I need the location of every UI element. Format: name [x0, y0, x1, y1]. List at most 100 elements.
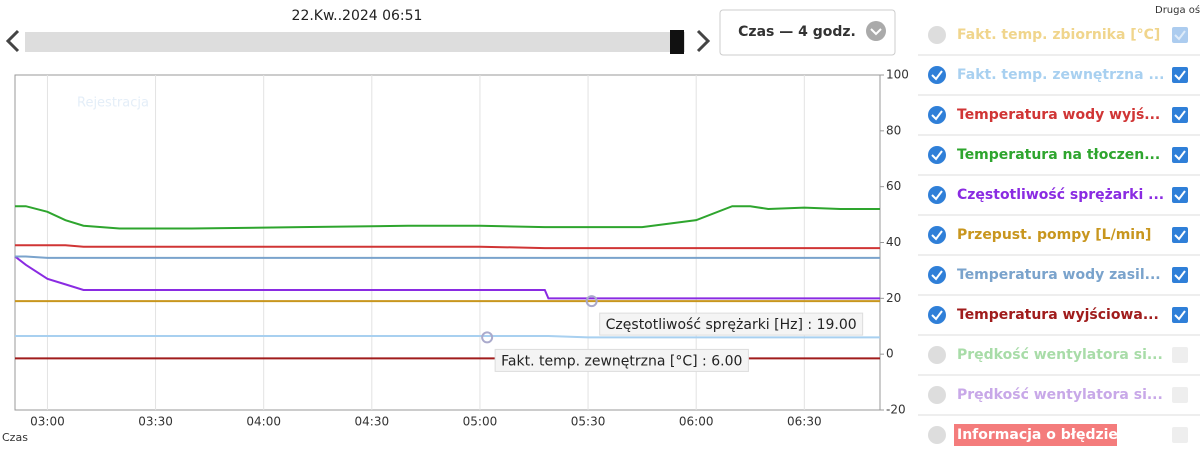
x-axis-label: Czas: [2, 431, 28, 444]
legend-label: Temperatura na tłoczen...: [957, 147, 1160, 163]
legend-item[interactable]: Temperatura wody wyjś...: [928, 106, 1188, 124]
legend-label: Prędkość wentylatora si...: [957, 387, 1163, 403]
legend-item[interactable]: Przepust. pompy [L/min]: [928, 226, 1188, 244]
legend-item[interactable]: Temperatura wody zasil...: [928, 266, 1188, 284]
second-axis-checkbox: [1172, 147, 1188, 163]
series-line: [14, 255, 880, 300]
tooltip-text: Częstotliwość sprężarki [Hz] : 19.00: [606, 317, 857, 333]
second-axis-checkbox: [1172, 187, 1188, 203]
legend-item[interactable]: Prędkość wentylatora si...: [928, 386, 1188, 404]
y-tick-label: 20: [886, 291, 901, 305]
legend-item[interactable]: Temperatura wyjściowa...: [928, 306, 1188, 324]
y-tick-label: 100: [886, 68, 909, 82]
range-label: Czas — 4 godz.: [738, 24, 856, 40]
second-axis-checkbox: [1172, 387, 1188, 403]
series-line: [15, 335, 880, 339]
visibility-toggle: [928, 66, 946, 84]
y-tick-label: -20: [886, 403, 906, 417]
tooltip-box: [494, 348, 749, 372]
x-tick-label: 04:30: [355, 415, 390, 429]
next-arrow[interactable]: [696, 29, 711, 53]
legend-label: Temperatura wody zasil...: [957, 267, 1161, 283]
visibility-toggle: [928, 346, 946, 364]
x-tick-label: 06:00: [679, 415, 714, 429]
visibility-toggle: [928, 26, 946, 44]
timestamp: 22.Kw..2024 06:51: [292, 8, 423, 24]
series-line: [15, 205, 880, 230]
check-icon: [931, 270, 943, 281]
legend-item[interactable]: Fakt. temp. zewnętrzna ...: [928, 66, 1188, 84]
visibility-toggle: [928, 226, 946, 244]
visibility-toggle: [928, 426, 946, 444]
label-background: [954, 424, 1117, 446]
series-line: [15, 244, 880, 250]
checkbox-check: [1174, 110, 1186, 121]
legend-label: Temperatura wyjściowa...: [957, 307, 1159, 323]
visibility-toggle: [928, 146, 946, 164]
legend-item[interactable]: Temperatura na tłoczen...: [928, 146, 1188, 164]
x-tick-label: 05:00: [463, 415, 498, 429]
tooltip: Fakt. temp. zewnętrzna [°C] : 6.00: [494, 348, 749, 372]
y-tick-label: 80: [886, 123, 901, 137]
time-slider[interactable]: [25, 32, 685, 52]
check-icon: [931, 110, 943, 121]
x-tick-label: 03:00: [30, 415, 65, 429]
y-tick-label: 0: [886, 347, 894, 361]
legend-item[interactable]: Częstotliwość sprężarki ...: [928, 186, 1188, 204]
range-dropdown[interactable]: [719, 9, 896, 56]
checkbox-check: [1174, 150, 1186, 161]
tooltip-marker: [481, 331, 494, 344]
checkbox-check: [1174, 310, 1186, 321]
legend-label: Informacja o błędzie: [957, 427, 1118, 443]
second-axis-checkbox: [1172, 267, 1188, 283]
visibility-toggle: [928, 266, 946, 284]
second-axis-header: Druga oś: [1155, 4, 1200, 16]
check-icon: [931, 150, 943, 161]
second-axis-checkbox: [1172, 347, 1188, 363]
tooltip-box: [599, 312, 864, 336]
plot-frame: [14, 74, 881, 411]
legend-label: Częstotliwość sprężarki ...: [957, 187, 1164, 203]
watermark: Rejestracja: [77, 96, 149, 111]
legend-label: Temperatura wody wyjś...: [957, 107, 1160, 123]
x-tick-label: 06:30: [787, 415, 822, 429]
visibility-toggle: [928, 106, 946, 124]
second-axis-checkbox: [1172, 107, 1188, 123]
second-axis-checkbox: [1172, 27, 1188, 43]
second-axis-checkbox: [1172, 67, 1188, 83]
second-axis-checkbox: [1172, 427, 1188, 443]
dropdown-chevron: [870, 28, 882, 36]
visibility-toggle: [928, 386, 946, 404]
x-tick-label: 03:30: [138, 415, 173, 429]
legend-item[interactable]: Fakt. temp. zbiornika [°C]: [928, 26, 1188, 44]
legend-label: Fakt. temp. zbiornika [°C]: [957, 27, 1160, 43]
legend-label: Fakt. temp. zewnętrzna ...: [957, 67, 1164, 83]
y-tick-label: 40: [886, 235, 901, 249]
visibility-toggle: [928, 306, 946, 324]
legend-label: Przepust. pompy [L/min]: [957, 227, 1151, 243]
check-icon: [931, 70, 943, 81]
legend-item[interactable]: Informacja o błędzie: [928, 424, 1188, 446]
second-axis-checkbox: [1172, 227, 1188, 243]
dropdown-icon: [866, 21, 886, 41]
second-axis-checkbox: [1172, 307, 1188, 323]
legend-label: Prędkość wentylatora si...: [957, 347, 1163, 363]
tooltip-marker: [585, 295, 598, 308]
prev-arrow[interactable]: [5, 29, 20, 53]
y-tick-label: 60: [886, 179, 901, 193]
tooltip: Częstotliwość sprężarki [Hz] : 19.00: [599, 312, 864, 336]
checkbox-check: [1174, 270, 1186, 281]
series-line: [15, 255, 880, 259]
legend-item[interactable]: Prędkość wentylatora si...: [928, 346, 1188, 364]
check-icon: [931, 310, 943, 321]
check-icon: [931, 190, 943, 201]
tooltip-text: Fakt. temp. zewnętrzna [°C] : 6.00: [501, 353, 742, 369]
check-icon: [931, 230, 943, 241]
x-tick-label: 05:30: [571, 415, 606, 429]
checkbox-check: [1174, 30, 1186, 41]
x-tick-label: 04:00: [246, 415, 281, 429]
slider-handle[interactable]: [670, 30, 684, 54]
checkbox-check: [1174, 190, 1186, 201]
